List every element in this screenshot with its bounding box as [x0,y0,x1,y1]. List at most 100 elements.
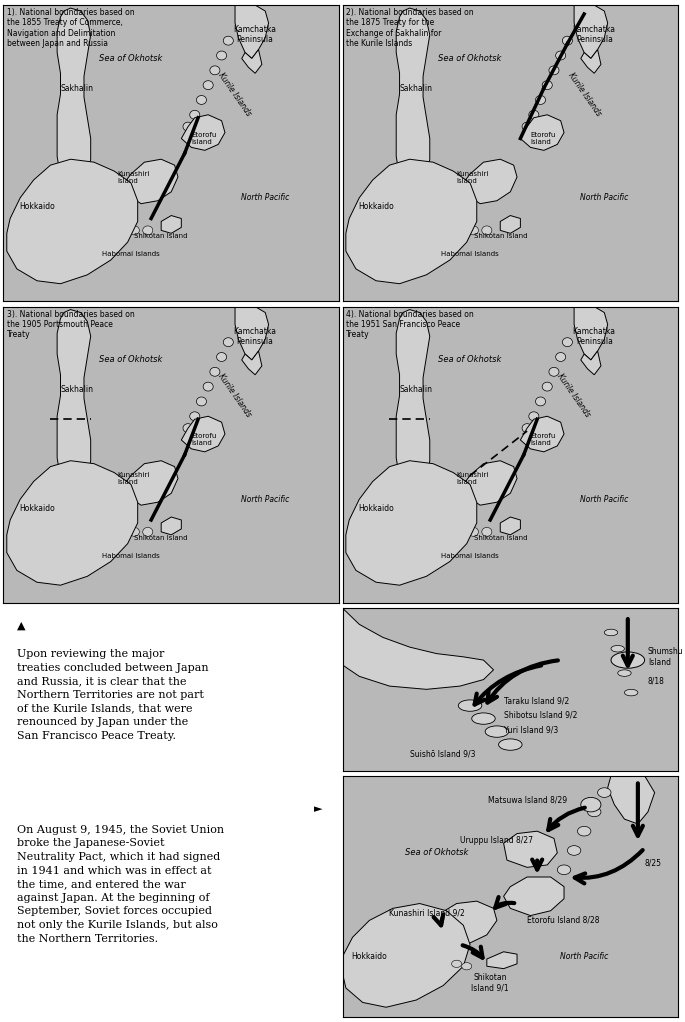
Circle shape [543,81,552,90]
Text: Kamchatka
Peninsula: Kamchatka Peninsula [234,26,277,44]
Text: Kamchatka
Peninsula: Kamchatka Peninsula [573,327,616,345]
Circle shape [562,337,573,346]
Circle shape [203,382,213,391]
Text: North Pacific: North Pacific [560,953,608,961]
Text: Uruppu Island 8/27: Uruppu Island 8/27 [460,836,533,845]
Circle shape [223,337,234,346]
Circle shape [529,412,539,421]
Polygon shape [57,8,90,195]
Polygon shape [396,8,429,195]
Text: Sakhalin: Sakhalin [61,385,94,394]
Polygon shape [463,159,517,203]
Text: Shumshu
Island: Shumshu Island [648,647,684,666]
Circle shape [458,700,482,711]
Polygon shape [7,159,138,284]
Circle shape [197,397,206,406]
Text: Kunashiri
Island: Kunashiri Island [118,472,150,485]
Text: Kamchatka
Peninsula: Kamchatka Peninsula [573,26,616,44]
Text: Kunashiri
Island: Kunashiri Island [457,472,489,485]
Text: North Pacific: North Pacific [241,193,290,202]
Text: Etorofu
Island: Etorofu Island [530,132,556,145]
Polygon shape [574,307,608,360]
Circle shape [190,110,200,120]
Text: Kunashiri Island 9/2: Kunashiri Island 9/2 [390,909,465,918]
Circle shape [142,527,153,537]
Text: Shikotan
Island 9/1: Shikotan Island 9/1 [471,973,509,992]
Circle shape [543,382,552,391]
Circle shape [462,963,472,970]
Text: Kamchatka
Peninsula: Kamchatka Peninsula [234,327,277,345]
Circle shape [142,226,153,235]
Circle shape [119,527,129,537]
Polygon shape [124,159,178,203]
Circle shape [611,646,625,652]
Polygon shape [521,416,564,452]
Text: Upon reviewing the major
treaties concluded between Japan
and Russia, it is clea: Upon reviewing the major treaties conclu… [16,649,208,741]
Polygon shape [500,517,521,535]
Circle shape [129,226,139,235]
Circle shape [129,527,139,537]
Text: Shikotan Island: Shikotan Island [473,535,527,541]
Polygon shape [242,351,262,375]
Text: Kunashiri
Island: Kunashiri Island [118,171,150,184]
Text: Hokkaido: Hokkaido [358,504,394,513]
Text: 2). National boundaries based on
the 1875 Treaty for the
Exchange of Sakhalin fo: 2). National boundaries based on the 187… [346,8,473,48]
Text: Hokkaido: Hokkaido [358,202,394,212]
Polygon shape [574,5,608,58]
Circle shape [567,845,581,855]
Text: Kurile Islands: Kurile Islands [216,71,253,118]
Circle shape [190,412,200,421]
Circle shape [210,367,220,376]
Text: Yuri Island 9/3: Yuri Island 9/3 [503,726,558,735]
Polygon shape [235,5,269,58]
Text: Sakhalin: Sakhalin [61,84,94,93]
Circle shape [183,123,193,131]
Text: Hokkaido: Hokkaido [19,202,55,212]
Polygon shape [124,461,178,505]
Circle shape [469,226,478,235]
Text: Shikotan Island: Shikotan Island [134,535,188,541]
Circle shape [597,788,611,797]
Text: ▲: ▲ [16,620,25,631]
Circle shape [588,807,601,817]
Circle shape [522,424,532,432]
Circle shape [562,36,573,45]
Polygon shape [581,351,601,375]
Polygon shape [487,951,517,969]
Circle shape [549,65,559,75]
Polygon shape [346,461,477,586]
Circle shape [529,110,539,120]
Text: Kurile Islands: Kurile Islands [556,372,593,419]
Circle shape [577,827,591,836]
Circle shape [581,797,601,811]
Text: 3). National boundaries based on
the 1905 Portsmouth Peace
Treaty: 3). National boundaries based on the 190… [7,310,134,339]
Polygon shape [463,461,517,505]
Circle shape [549,367,559,376]
Polygon shape [581,49,601,74]
Text: Sea of Okhotsk: Sea of Okhotsk [438,54,501,63]
Circle shape [536,397,545,406]
Circle shape [482,226,492,235]
Text: 8/25: 8/25 [645,858,662,867]
Text: Shikotan Island: Shikotan Island [473,233,527,239]
Text: Sea of Okhotsk: Sea of Okhotsk [438,356,501,365]
Text: Habomai Islands: Habomai Islands [441,251,499,258]
Circle shape [203,81,213,90]
Text: North Pacific: North Pacific [580,495,629,504]
Circle shape [618,669,631,677]
Circle shape [183,424,193,432]
Text: 1). National boundaries based on
the 1855 Treaty of Commerce,
Navigation and Del: 1). National boundaries based on the 185… [7,8,134,48]
Text: Sakhalin: Sakhalin [400,385,433,394]
Circle shape [556,353,566,362]
Circle shape [499,739,522,750]
Polygon shape [342,608,493,689]
Polygon shape [235,307,269,360]
Polygon shape [57,310,90,497]
Text: 8/18: 8/18 [648,677,665,686]
Circle shape [485,726,509,737]
Text: Etorofu Island 8/28: Etorofu Island 8/28 [527,916,599,925]
Circle shape [556,51,566,60]
Polygon shape [503,831,558,868]
Polygon shape [182,416,225,452]
Circle shape [197,95,206,104]
